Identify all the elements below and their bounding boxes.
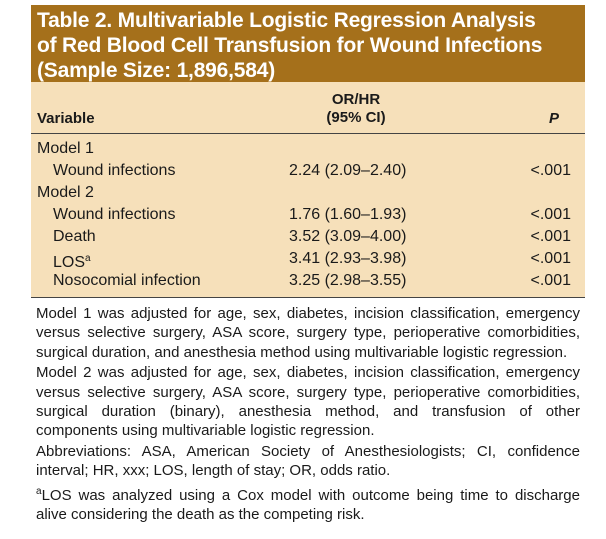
row-p-value: <.001 xyxy=(530,228,571,245)
column-header-or-hr-line-1: OR/HR xyxy=(331,91,381,108)
table-row: Death 3.52 (3.09–4.00) <.001 xyxy=(31,226,585,248)
row-or-value: 1.76 (1.60–1.93) xyxy=(289,206,407,223)
table-title-line-1: Table 2. Multivariable Logistic Regressi… xyxy=(37,9,536,32)
footnote-marker: a xyxy=(36,485,42,497)
regression-table: Table 2. Multivariable Logistic Regressi… xyxy=(31,5,585,525)
footnote-model-1: Model 1 was adjusted for age, sex, diabe… xyxy=(36,305,580,361)
table-row-model-1: Model 1 xyxy=(31,138,585,160)
table-row: LOSa 3.41 (2.93–3.98) <.001 xyxy=(31,248,585,271)
column-header-or-hr-line-2: (95% CI) xyxy=(326,109,386,126)
table-row: Wound infections 1.76 (1.60–1.93) <.001 xyxy=(31,204,585,226)
footnote-model-2: Model 2 was adjusted for age, sex, diabe… xyxy=(36,364,580,440)
table-title-line-3: (Sample Size: 1,896,584) xyxy=(37,59,275,82)
row-p-value: <.001 xyxy=(530,206,571,223)
column-header-p: P xyxy=(548,110,559,127)
footnote-los: aLOS was analyzed using a Cox model with… xyxy=(36,482,580,525)
footnote-marker: a xyxy=(85,253,91,264)
row-p-value: <.001 xyxy=(530,272,571,289)
table-body: Model 1 Wound infections 2.24 (2.09–2.40… xyxy=(31,134,585,298)
row-label: Wound infections xyxy=(53,206,176,223)
table-row: Nosocomial infection 3.25 (2.98–3.55) <.… xyxy=(31,270,585,292)
table-footnotes: Model 1 was adjusted for age, sex, diabe… xyxy=(31,298,585,525)
row-label: Wound infections xyxy=(53,162,176,179)
footnote-abbreviations: Abbreviations: ASA, American Society of … xyxy=(36,442,580,480)
table-title-line-2: of Red Blood Cell Transfusion for Wound … xyxy=(37,34,543,57)
row-or-value: 2.24 (2.09–2.40) xyxy=(289,162,407,179)
row-label: Model 1 xyxy=(37,140,94,157)
row-label: Death xyxy=(53,228,96,245)
footnote-los-text: LOS was analyzed using a Cox model with … xyxy=(36,486,580,524)
table-header: Variable OR/HR (95% CI) P xyxy=(31,82,585,134)
column-header-or-hr: OR/HR (95% CI) xyxy=(281,91,431,127)
row-p-value: <.001 xyxy=(530,162,571,179)
row-label: Model 2 xyxy=(37,184,94,201)
table-title: Table 2. Multivariable Logistic Regressi… xyxy=(31,5,585,82)
row-or-value: 3.41 (2.93–3.98) xyxy=(289,250,407,267)
row-or-value: 3.52 (3.09–4.00) xyxy=(289,228,407,245)
table-row-model-2: Model 2 xyxy=(31,182,585,204)
column-header-variable: Variable xyxy=(37,110,95,127)
row-p-value: <.001 xyxy=(530,250,571,267)
row-label: Nosocomial infection xyxy=(53,272,201,289)
row-label: LOSa xyxy=(53,248,91,274)
row-label-text: LOS xyxy=(53,254,86,271)
row-or-value: 3.25 (2.98–3.55) xyxy=(289,272,407,289)
table-row: Wound infections 2.24 (2.09–2.40) <.001 xyxy=(31,160,585,182)
